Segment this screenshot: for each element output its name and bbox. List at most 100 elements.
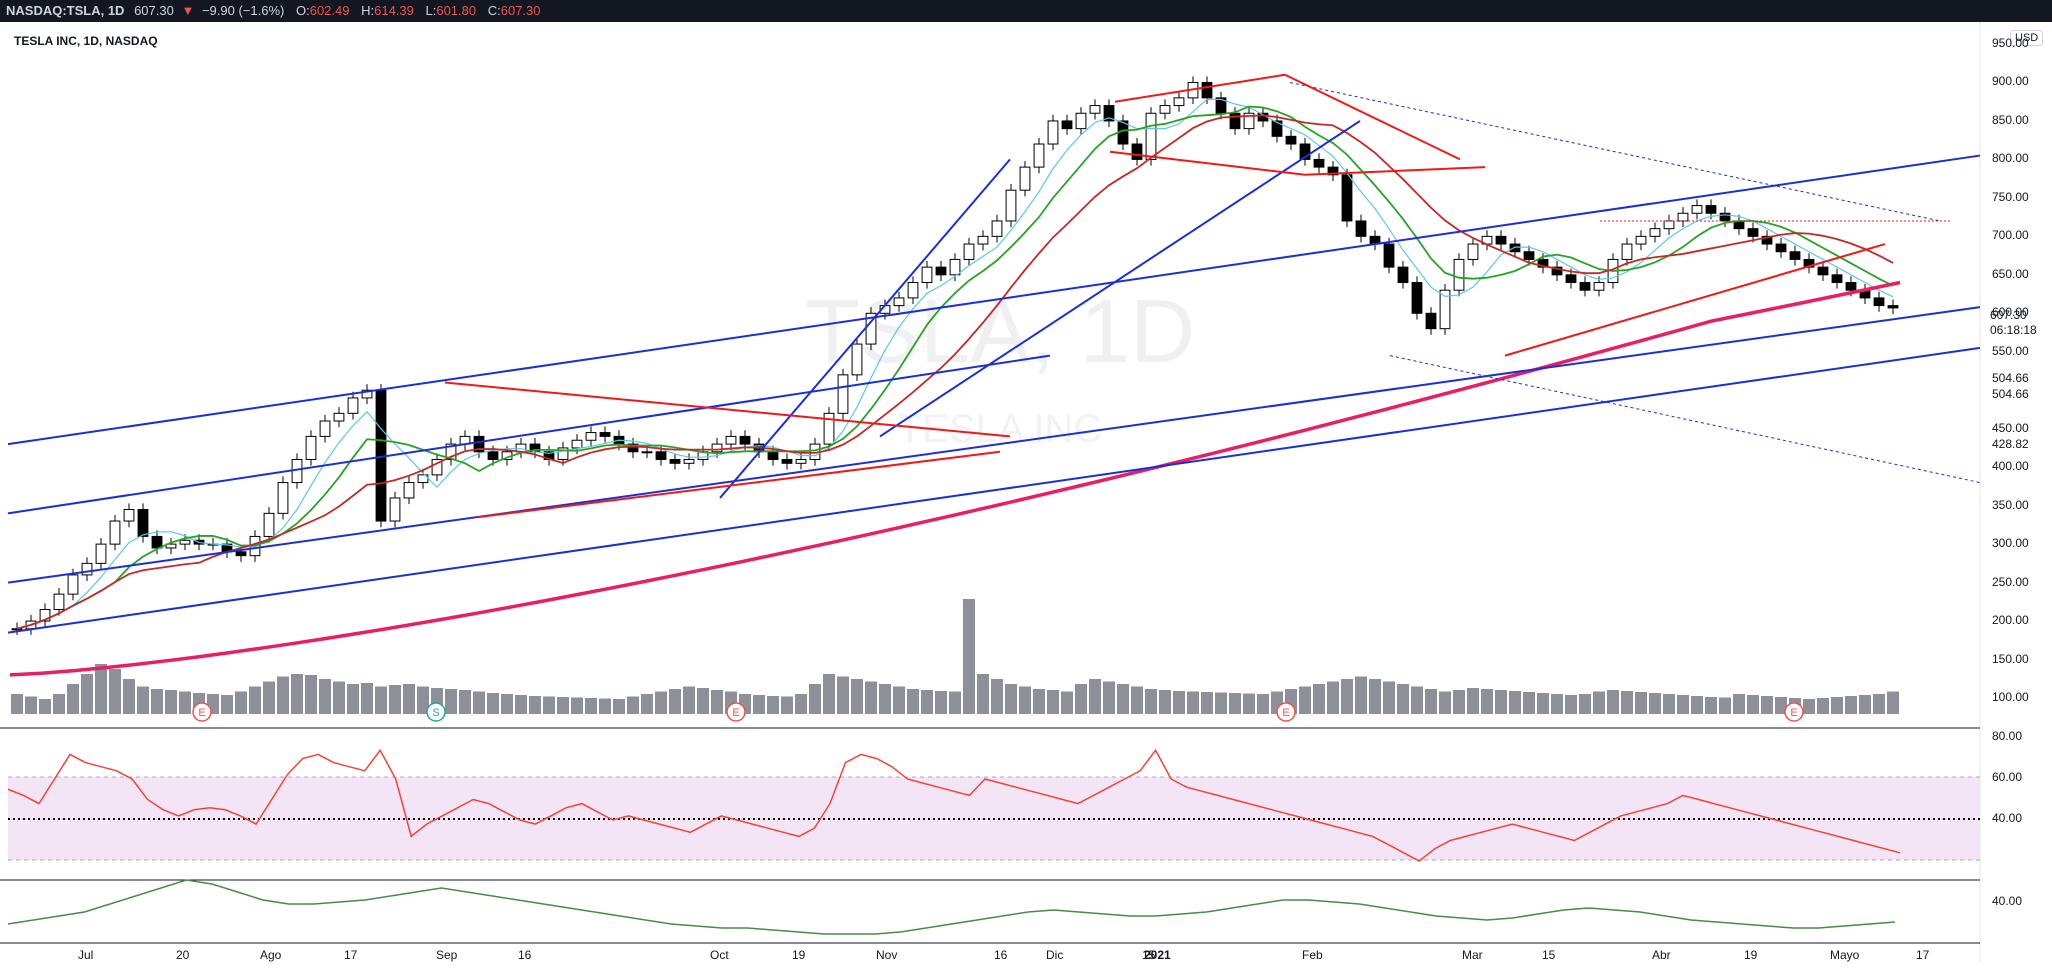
candle-body [837,374,849,414]
volume-bar [1089,679,1101,714]
price-axis-label: 650.00 [1992,266,2029,281]
volume-bar [1649,693,1661,714]
candle-body [1845,282,1857,291]
price-axis-label: 850.00 [1992,112,2029,127]
candle-body [739,435,751,445]
earnings-marker[interactable] [726,702,746,722]
volume-bar [1369,679,1381,714]
triangle-lower-line [477,450,1001,519]
candle-body [1411,282,1423,314]
volume-bar [907,689,919,714]
volume-bar [1327,681,1339,714]
time-axis-label: Sep [436,948,458,962]
candle-body [1509,243,1521,253]
time-axis-label: 15 [1142,948,1156,962]
candle-body [235,551,247,557]
candle-body [1131,143,1143,160]
volume-bar [375,686,387,714]
candle-body [431,458,443,476]
volume-bar [935,691,947,714]
volume-bar [249,686,261,714]
candle-body [921,266,933,284]
price-axis-label: 600.00 [1992,305,2029,320]
candle-body [1355,220,1367,237]
ma-red-line [16,114,1894,630]
volume-bar [1033,689,1045,714]
candle-body [305,435,317,460]
candle-body [1523,251,1535,260]
osc-polyline [7,879,1896,935]
currency-badge[interactable]: USD [2010,30,2044,46]
candle-body [1761,235,1773,245]
peak-right-line [1284,73,1461,161]
candle-body [95,543,107,564]
earnings-marker-label: E [198,707,205,719]
close-value: 607.30 [500,3,541,18]
volume-bar [529,696,541,714]
earnings-marker[interactable] [192,702,212,722]
candle-body [39,609,51,622]
candle-body [389,497,401,522]
volume-bar [459,690,471,714]
volume-bar [389,685,401,714]
volume-bar [599,698,611,714]
volume-bar [165,690,177,714]
volume-bar [823,674,835,714]
volume-bar [361,683,373,714]
volume-bar [1467,688,1479,714]
last-price-tag: 607.30 [1990,308,2027,322]
flag-base-line [1304,166,1486,176]
candle-body [935,266,947,276]
candle-body [1817,266,1829,276]
candle-body [1229,112,1241,130]
volume-bar [1047,690,1059,714]
volume-bar [1831,697,1843,714]
earnings-marker[interactable] [1784,702,1804,722]
price-axis-label: 950.00 [1992,36,2029,50]
volume-bar [851,679,863,714]
candle-body [1173,97,1185,107]
candle-body [109,520,121,545]
earnings-marker[interactable] [1276,702,1296,722]
trend-lines[interactable] [7,73,1981,634]
split-marker[interactable] [426,702,446,722]
volume-bar [1747,695,1759,714]
volume-bar [879,684,891,714]
volume-bar [1425,689,1437,714]
candle-body [277,482,289,514]
candle-body [1047,120,1059,145]
osc-axis-label: 40.00 [1992,894,2023,908]
candle-body [669,458,681,464]
volume-bar [1523,692,1535,714]
volume-bar [963,599,975,714]
candle-body [1103,105,1115,122]
candle-body [333,412,345,422]
candle-body [67,574,79,595]
candle-body [1551,266,1563,276]
rsi-axis-label: 80.00 [1992,728,2023,743]
price-axis-label: 400.00 [1992,459,2029,474]
volume-bar [977,674,989,714]
candle-body [1593,282,1605,291]
volume-bar [1243,693,1255,714]
volume-bar [683,686,695,714]
time-axis-label: 19 [792,948,806,962]
candle-body [1397,266,1409,284]
volume-bar [1607,690,1619,714]
candle-body [1425,312,1437,330]
down-arrow-icon: ▼ [181,3,195,18]
candle-body [179,539,191,545]
candle-body [1033,143,1045,168]
volume-bar [557,697,569,714]
candle-body [1341,174,1353,222]
volume-bar [305,675,317,714]
symbol-label[interactable]: NASDAQ:TSLA, 1D [6,3,125,18]
candle-body [1313,158,1325,168]
volume-bar [1257,694,1269,714]
volume-bar [1593,691,1605,714]
volume-bar [1663,694,1675,714]
volume-bar [403,684,415,714]
